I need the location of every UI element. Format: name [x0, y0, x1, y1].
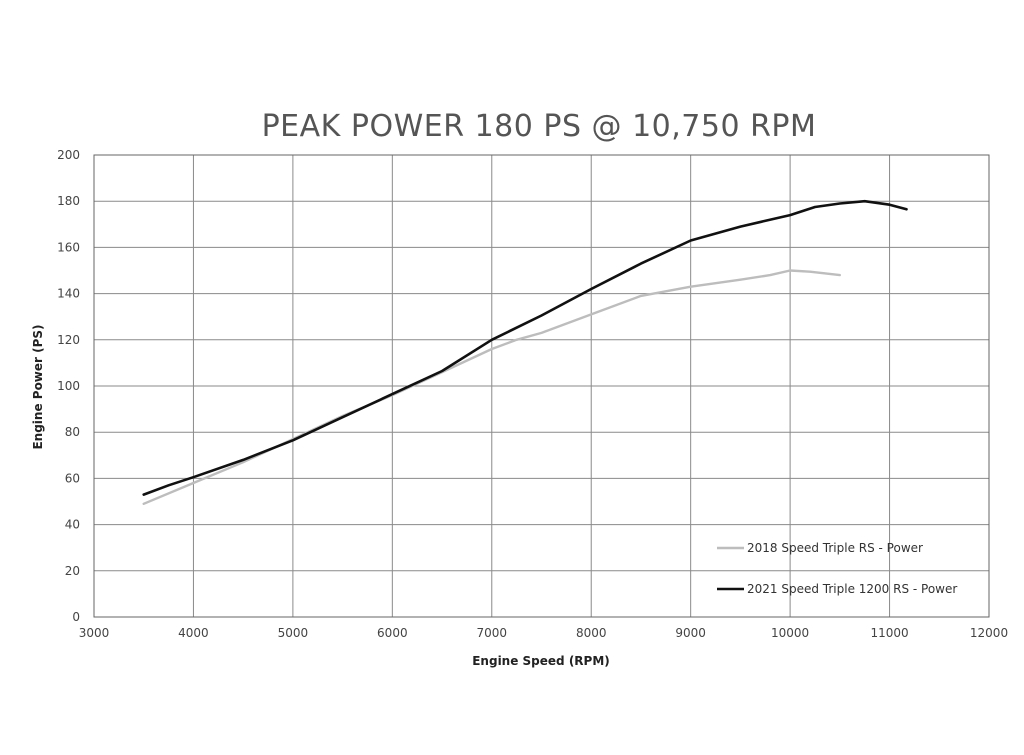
x-tick-label: 11000 — [870, 626, 908, 640]
y-tick-label: 0 — [72, 610, 80, 624]
x-axis-label: Engine Speed (RPM) — [472, 654, 610, 668]
y-tick-label: 100 — [57, 379, 80, 393]
legend-label-1: 2018 Speed Triple RS - Power — [747, 541, 923, 555]
x-tick-label: 9000 — [675, 626, 706, 640]
y-tick-label: 200 — [57, 148, 80, 162]
y-tick-label: 160 — [57, 240, 80, 254]
x-tick-label: 5000 — [278, 626, 309, 640]
plot-frame — [93, 154, 990, 618]
series-line-2 — [142, 199, 908, 496]
x-tick-label: 3000 — [79, 626, 110, 640]
y-tick-label: 140 — [57, 287, 80, 301]
x-tick-label: 10000 — [771, 626, 809, 640]
y-tick-label: 80 — [65, 425, 80, 439]
series-lines — [142, 199, 908, 505]
x-tick-label: 8000 — [576, 626, 607, 640]
y-tick-label: 40 — [65, 518, 80, 532]
tick-labels: 3000 4000 5000 6000 7000 8000 9000 10000 11000 12… — [57, 148, 1008, 640]
legend-label-2: 2021 Speed Triple 1200 RS - Power — [747, 582, 957, 596]
x-tick-label: 7000 — [477, 626, 508, 640]
y-tick-label: 20 — [65, 564, 80, 578]
x-tick-label: 4000 — [178, 626, 209, 640]
y-tick-label: 60 — [65, 471, 80, 485]
y-tick-label: 180 — [57, 194, 80, 208]
y-tick-label: 120 — [57, 333, 80, 347]
legend: 2018 Speed Triple RS - Power 2021 Speed T… — [717, 541, 957, 596]
x-tick-label: 6000 — [377, 626, 408, 640]
y-axis-label: Engine Power (PS) — [31, 324, 45, 449]
chart-title: PEAK POWER 180 PS @ 10,750 RPM — [262, 109, 817, 144]
x-tick-label: 12000 — [970, 626, 1008, 640]
